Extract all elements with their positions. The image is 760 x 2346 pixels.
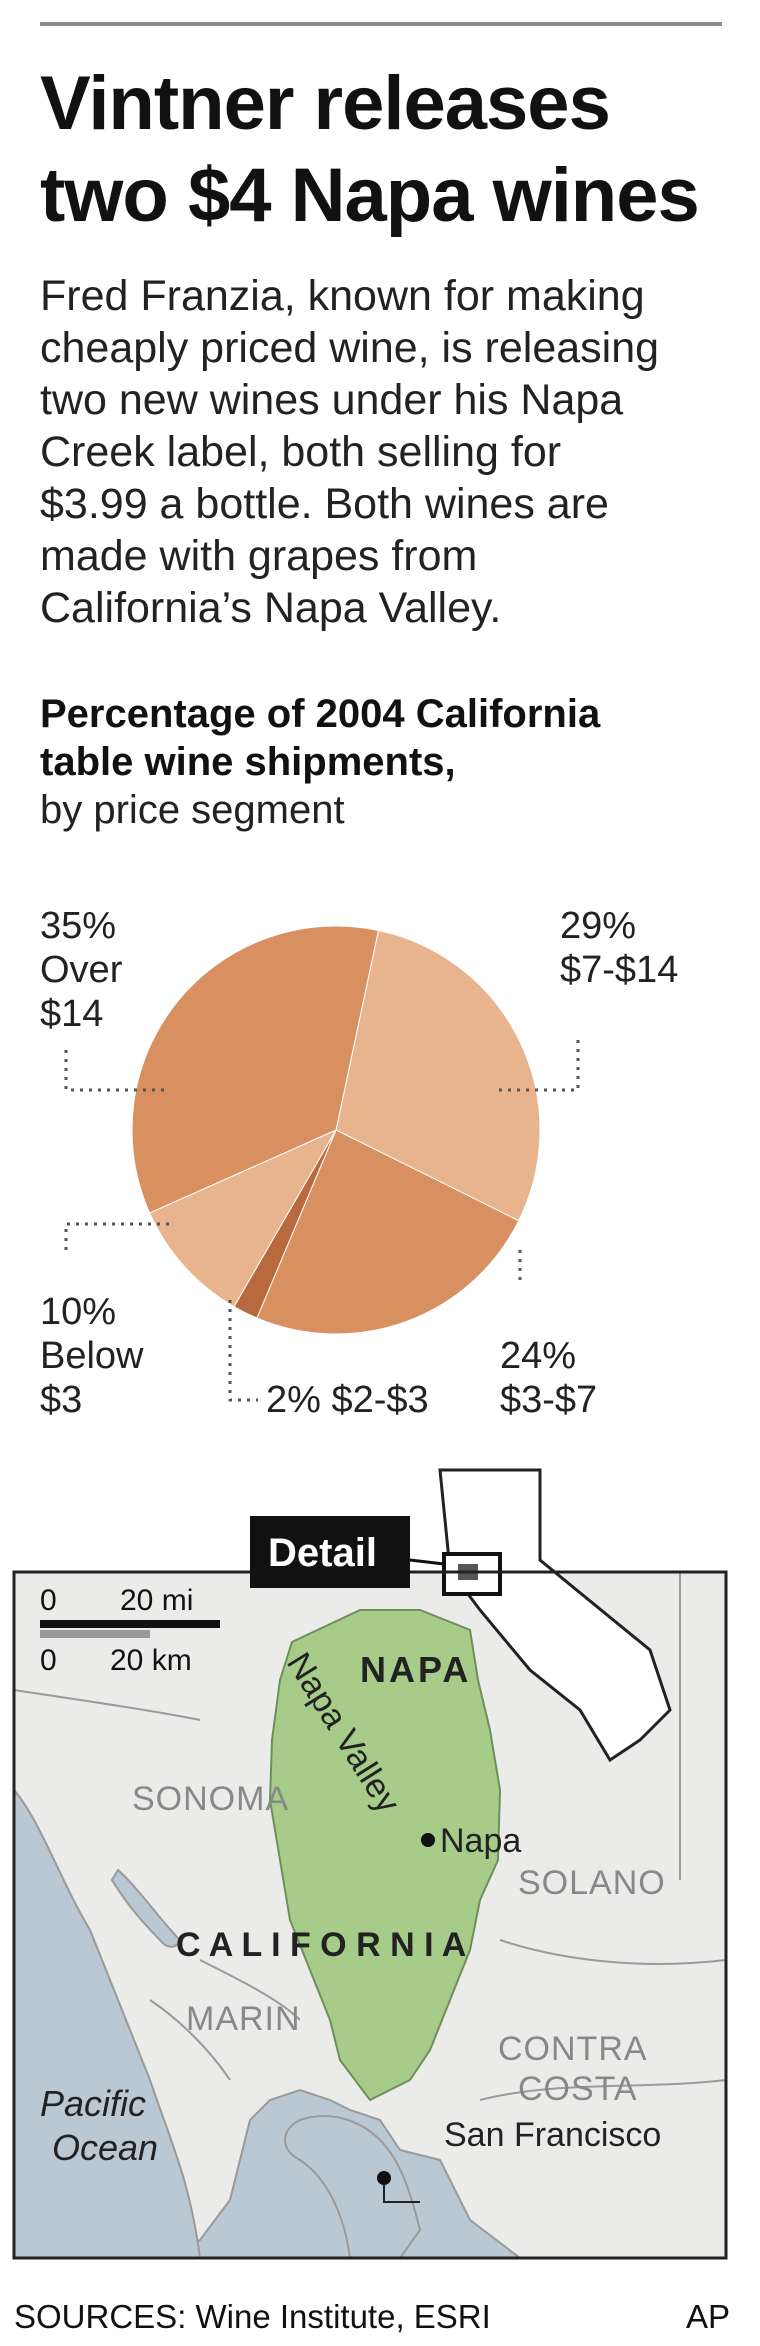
map-coast-west bbox=[13, 1787, 202, 2259]
san-francisco-label: San Francisco bbox=[444, 2116, 661, 2154]
county-lines bbox=[13, 1572, 727, 2101]
napa-city-dot bbox=[421, 1833, 435, 1847]
costa-label: COSTA bbox=[518, 2070, 638, 2108]
california-label: C A L I F O R N I A bbox=[176, 1926, 466, 1964]
ocean-label: Ocean bbox=[52, 2127, 158, 2168]
contra-label: CONTRA bbox=[498, 2030, 648, 2068]
pie-chart bbox=[64, 925, 580, 1402]
pie-slice-1 bbox=[256, 1129, 520, 1335]
scale-mi-zero: 0 bbox=[40, 1584, 57, 1617]
county-line bbox=[199, 1959, 301, 2021]
chart-subtitle: by price segment bbox=[40, 788, 345, 832]
label-3-7: 24% $3-$7 bbox=[500, 1334, 597, 1422]
intro-line: cheaply priced wine, is releasing bbox=[40, 324, 660, 372]
headline-line-1: Vintner releases bbox=[40, 61, 611, 146]
pie-slice-0 bbox=[335, 929, 541, 1222]
chart-title-line-2: table wine shipments, bbox=[40, 740, 456, 784]
pie-slices bbox=[131, 925, 541, 1335]
label-over14-line2: $14 bbox=[40, 993, 104, 1035]
county-line bbox=[13, 1689, 201, 1721]
label-3-7-line1: $3-$7 bbox=[500, 1379, 598, 1421]
scale-bar-km bbox=[40, 1630, 150, 1638]
map-inlet bbox=[110, 1868, 182, 1948]
label-below3-line1: Below bbox=[40, 1335, 144, 1377]
napa-city-label: Napa bbox=[440, 1822, 521, 1860]
solano-label: SOLANO bbox=[518, 1864, 666, 1902]
intro-line: two new wines under his Napa bbox=[40, 376, 624, 424]
scale-km-zero: 0 bbox=[40, 1644, 57, 1677]
sonoma-label: SONOMA bbox=[132, 1780, 289, 1818]
top-rule bbox=[40, 22, 722, 26]
pacific-label: Pacific bbox=[40, 2083, 146, 2124]
detail-tag bbox=[250, 1516, 410, 1588]
intro-line: Creek label, both selling for bbox=[40, 428, 562, 476]
label-below3-pct: 10% bbox=[40, 1291, 117, 1333]
county-line bbox=[499, 1939, 727, 1965]
detail-label: Detail bbox=[268, 1531, 377, 1575]
label-2-3: 2% $2-$3 bbox=[266, 1379, 429, 1421]
san-francisco-leader bbox=[383, 2178, 420, 2203]
chart-title: Percentage of 2004 California table wine… bbox=[40, 690, 730, 786]
label-3-7-pct: 24% bbox=[500, 1335, 577, 1377]
pie-slice-4 bbox=[131, 925, 380, 1214]
label-below3: 10% Below $3 bbox=[40, 1290, 144, 1422]
intro-line: Fred Franzia, known for making bbox=[40, 272, 645, 320]
label-over14: 35% Over $14 bbox=[40, 904, 122, 1036]
intro-text: Fred Franzia, known for making cheaply p… bbox=[40, 270, 730, 634]
label-over14-pct: 35% bbox=[40, 905, 117, 947]
leader-2-3 bbox=[228, 1300, 258, 1402]
inset-connector bbox=[409, 1558, 445, 1566]
napa-county bbox=[268, 1609, 502, 2102]
headline-line-2: two $4 Napa wines bbox=[40, 153, 700, 238]
scale-mi-label: 20 mi bbox=[120, 1584, 193, 1617]
chart-title-line-1: Percentage of 2004 California bbox=[40, 692, 601, 736]
map-bay bbox=[284, 2115, 422, 2259]
intro-line: $3.99 a bottle. Both wines are bbox=[40, 480, 609, 528]
pie-slice-3 bbox=[148, 1128, 338, 1308]
headline: Vintner releases two $4 Napa wines bbox=[40, 58, 740, 242]
label-7-14: 29% $7-$14 bbox=[560, 904, 678, 992]
label-7-14-pct: 29% bbox=[560, 905, 637, 947]
leader-below3 bbox=[64, 1222, 170, 1250]
label-over14-line1: Over bbox=[40, 949, 123, 991]
leader-over14 bbox=[64, 1050, 170, 1092]
label-7-14-line1: $7-$14 bbox=[560, 949, 679, 991]
credit-line: AP bbox=[686, 2298, 731, 2335]
leader-lines bbox=[64, 1040, 580, 1402]
locator-map: Detail 0 20 mi 0 20 km NAPA Napa Valley … bbox=[12, 1468, 728, 2260]
intro-line: California’s Napa Valley. bbox=[40, 584, 502, 632]
san-francisco-dot bbox=[377, 2171, 391, 2185]
marin-label: MARIN bbox=[186, 2000, 301, 2038]
napa-county-label: NAPA bbox=[360, 1649, 471, 1690]
county-line bbox=[149, 1999, 231, 2081]
label-below3-line2: $3 bbox=[40, 1379, 83, 1421]
county-line bbox=[479, 2079, 727, 2101]
california-inset bbox=[438, 1468, 672, 1763]
scale-bar-mi bbox=[40, 1620, 220, 1628]
scale-km-label: 20 km bbox=[110, 1644, 192, 1677]
sources-line: SOURCES: Wine Institute, ESRI bbox=[14, 2298, 491, 2335]
intro-line: made with grapes from bbox=[40, 532, 478, 580]
